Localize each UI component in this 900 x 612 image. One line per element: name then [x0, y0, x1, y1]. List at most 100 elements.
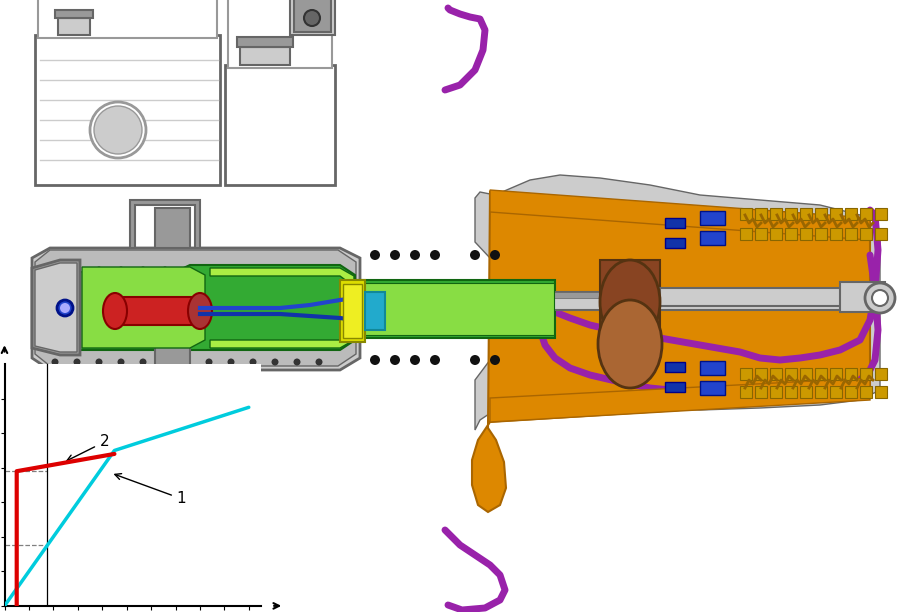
Polygon shape — [225, 65, 335, 185]
Bar — [530, 292, 870, 310]
Bar — [875, 228, 887, 240]
Bar — [785, 368, 797, 380]
Bar — [800, 228, 812, 240]
Circle shape — [228, 286, 235, 294]
Polygon shape — [490, 378, 870, 422]
Ellipse shape — [600, 260, 660, 344]
Bar — [845, 208, 857, 220]
Circle shape — [95, 266, 103, 274]
Circle shape — [118, 359, 124, 365]
Bar — [860, 228, 872, 240]
Circle shape — [74, 343, 80, 349]
Bar — [530, 292, 870, 298]
Circle shape — [316, 343, 322, 349]
Bar — [700, 211, 725, 225]
Circle shape — [293, 266, 301, 274]
Bar — [38, 0, 217, 38]
Polygon shape — [490, 190, 870, 240]
Bar — [660, 288, 860, 306]
Circle shape — [184, 343, 191, 349]
Bar — [830, 386, 842, 398]
Ellipse shape — [598, 300, 662, 388]
Polygon shape — [130, 370, 200, 415]
Circle shape — [95, 286, 103, 294]
Circle shape — [390, 355, 400, 365]
Polygon shape — [35, 250, 356, 366]
Bar — [845, 228, 857, 240]
Bar — [740, 208, 752, 220]
Bar — [665, 362, 685, 372]
Circle shape — [228, 266, 235, 274]
Circle shape — [430, 355, 440, 365]
Circle shape — [490, 250, 500, 260]
Bar — [740, 386, 752, 398]
Bar — [700, 361, 725, 375]
Circle shape — [184, 286, 191, 294]
Bar — [785, 228, 797, 240]
Circle shape — [51, 286, 59, 294]
Bar — [755, 208, 767, 220]
Bar — [840, 282, 885, 312]
Circle shape — [410, 250, 420, 260]
Bar — [800, 208, 812, 220]
Bar — [830, 208, 842, 220]
Circle shape — [161, 266, 168, 274]
Circle shape — [74, 359, 80, 365]
Circle shape — [272, 359, 278, 365]
Circle shape — [272, 343, 278, 349]
Bar — [700, 381, 725, 395]
Circle shape — [94, 106, 142, 154]
Bar — [358, 283, 554, 335]
Bar — [875, 368, 887, 380]
Bar — [600, 260, 660, 344]
Bar — [815, 228, 827, 240]
Bar — [155, 208, 190, 248]
Polygon shape — [32, 260, 80, 355]
Bar — [365, 292, 385, 330]
Circle shape — [249, 286, 256, 294]
Polygon shape — [80, 265, 355, 350]
Circle shape — [304, 10, 320, 26]
Bar — [770, 386, 782, 398]
Bar — [155, 330, 190, 370]
Circle shape — [205, 266, 212, 274]
Circle shape — [118, 286, 124, 294]
Circle shape — [161, 343, 168, 349]
Circle shape — [228, 359, 235, 365]
Circle shape — [272, 266, 278, 274]
Polygon shape — [472, 192, 870, 512]
Bar — [770, 368, 782, 380]
Circle shape — [51, 266, 59, 274]
Circle shape — [95, 343, 103, 349]
Bar — [860, 208, 872, 220]
Bar — [755, 368, 767, 380]
Circle shape — [140, 343, 147, 349]
Text: 2: 2 — [67, 435, 110, 461]
Circle shape — [205, 359, 212, 365]
Circle shape — [249, 343, 256, 349]
Bar — [770, 208, 782, 220]
Ellipse shape — [188, 293, 212, 329]
Circle shape — [95, 359, 103, 365]
Circle shape — [316, 359, 322, 365]
Bar — [785, 208, 797, 220]
Circle shape — [51, 359, 59, 365]
Polygon shape — [35, 263, 77, 352]
Bar — [875, 386, 887, 398]
Circle shape — [90, 102, 146, 158]
Bar — [240, 47, 290, 65]
Circle shape — [161, 286, 168, 294]
Bar — [740, 368, 752, 380]
Bar — [845, 368, 857, 380]
Circle shape — [390, 250, 400, 260]
Circle shape — [293, 359, 301, 365]
Bar — [800, 386, 812, 398]
Circle shape — [228, 343, 235, 349]
Bar — [875, 208, 887, 220]
Bar — [290, 0, 335, 35]
Bar — [845, 386, 857, 398]
Bar — [770, 228, 782, 240]
Circle shape — [118, 343, 124, 349]
Bar — [815, 386, 827, 398]
Bar — [665, 238, 685, 248]
